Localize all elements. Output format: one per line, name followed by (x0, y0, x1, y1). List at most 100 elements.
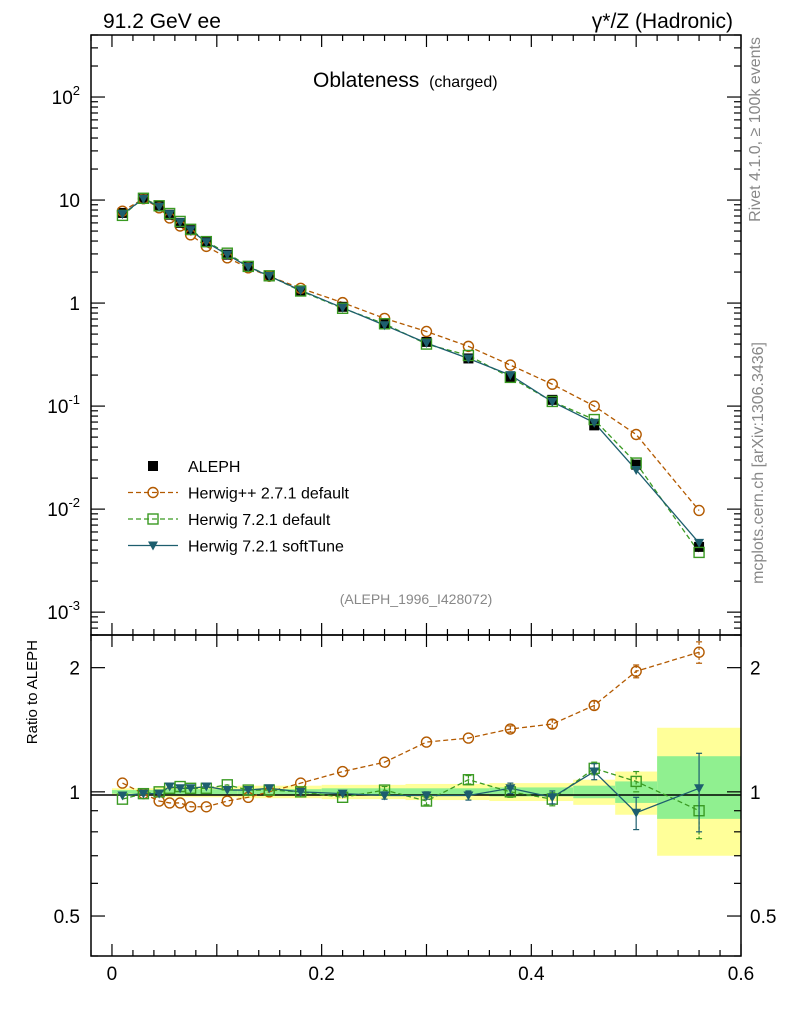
series-1-main-point-17 (588, 400, 600, 412)
ratio-band-green-3 (321, 788, 406, 796)
process-label: γ*/Z (Hadronic) (592, 10, 733, 33)
y-tick-base: 10 (47, 603, 68, 624)
ratio-series-markers (116, 641, 705, 840)
y-tick-base: 10 (47, 500, 68, 521)
series-1-main-point-14 (462, 340, 475, 353)
series-2-ratio-point-18 (630, 775, 642, 788)
x-tick-label-1: 0.2 (308, 964, 334, 985)
series-3-main-point-2 (154, 202, 165, 212)
plot-title-main: Oblateness (313, 69, 419, 92)
series-1-ratio-line (122, 651, 700, 808)
y-tick-exponent: -1 (68, 392, 80, 407)
y-tick-label-main-0: 10-3 (47, 598, 80, 624)
ratio-band-green-4 (405, 788, 490, 796)
y-tick-label-ratio-left-0: 0.5 (54, 907, 80, 928)
series-3-main-point-15 (505, 371, 516, 381)
series-3-ratio-point-16 (547, 793, 558, 803)
ratio-plot-frame (90, 634, 742, 957)
series-3-ratio-point-3 (164, 782, 175, 792)
y-tick-label-ratio-left-1: 1 (69, 783, 80, 804)
energy-label: 91.2 GeV ee (103, 10, 221, 33)
legend-marker-0 (148, 461, 158, 471)
legend-label-2: Herwig 7.2.1 default (188, 512, 331, 529)
legend-label-0: ALEPH (188, 459, 240, 476)
ratio-band-green-6 (573, 785, 616, 799)
series-3-main-point-16 (547, 397, 558, 407)
series-3-main-point-9 (264, 272, 275, 282)
series-3-main-point-6 (201, 238, 212, 248)
series-1-ratio-point-19 (693, 646, 705, 658)
series-1-ratio-point-7 (221, 795, 233, 807)
series-3-ratio-point-1 (138, 789, 149, 799)
series-3-ratio-point-19 (694, 784, 705, 794)
ratio-band-green-2 (237, 789, 322, 795)
series-1-ratio-point-5 (184, 801, 197, 813)
series-3-ratio-point-17 (589, 767, 600, 777)
series-3-ratio-point-8 (243, 786, 254, 796)
y-tick-label-ratio-right-1: 1 (750, 783, 761, 804)
y-tick-base: 10 (47, 397, 68, 418)
y-tick-label-ratio-right-2: 2 (750, 659, 761, 680)
series-3-main-point-10 (295, 286, 306, 296)
series-1-ratio-point-13 (420, 736, 433, 748)
series-3-ratio-point-2 (154, 789, 165, 799)
series-3-main-point-12 (379, 321, 390, 331)
legend-label-3: Herwig 7.2.1 softTune (188, 539, 344, 556)
series-1-ratio-point-18 (630, 665, 642, 677)
series-1-ratio-point-16 (546, 718, 558, 730)
series-2-main-point-10 (294, 285, 307, 297)
series-3-main-point-14 (463, 354, 474, 364)
series-1-ratio-point-4 (174, 797, 186, 809)
series-1-ratio-point-15 (504, 723, 517, 735)
y-tick-label-ratio-right-0: 0.5 (750, 907, 776, 928)
y-tick-exponent: -2 (68, 495, 80, 510)
ratio-band-green-0 (111, 790, 154, 794)
y-tick-label-main-4: 10 (59, 191, 80, 212)
series-3-main-point-11 (337, 303, 348, 313)
mcplots-label: mcplots.cern.ch [arXiv:1306.3436] (750, 342, 767, 584)
y-tick-label-ratio-left-2: 2 (69, 659, 80, 680)
y-tick-exponent: 2 (73, 83, 80, 98)
plot-title-sub: (charged) (429, 74, 497, 91)
y-tick-label-main-3: 1 (69, 294, 80, 315)
rivet-version-label: Rivet 4.1.0, ≥ 100k events (747, 37, 764, 222)
series-1-main-point-18 (630, 428, 642, 441)
main-series-markers (116, 192, 705, 559)
series-1-main-point-15 (504, 359, 517, 371)
series-3-ratio-point-7 (222, 786, 233, 796)
legend-marker-1 (147, 486, 159, 499)
series-1-ratio-point-12 (378, 756, 391, 768)
series-3-main-point-18 (631, 465, 642, 475)
series-3-main-point-3 (164, 210, 175, 220)
series-1-ratio-point-17 (588, 699, 600, 712)
series-2-main-point-11 (336, 302, 349, 314)
series-3-main-point-8 (243, 262, 254, 272)
series-3-ratio-point-0 (117, 791, 128, 801)
ratio-band-green-5 (489, 787, 574, 797)
series-1-ratio-point-11 (336, 765, 349, 778)
legend-marker-2 (147, 513, 159, 525)
series-3-main-point-13 (421, 338, 432, 348)
series-1-main-point-16 (546, 378, 558, 390)
y-tick-label-main-5: 102 (52, 83, 80, 109)
series-1-main-point-13 (420, 325, 433, 338)
series-1-ratio-point-14 (462, 732, 475, 744)
axis-ticks (90, 34, 742, 957)
plot-title: Oblateness (charged) (313, 69, 498, 92)
series-3-ratio-point-4 (175, 784, 186, 794)
series-3-ratio-point-6 (201, 782, 212, 792)
y-tick-label-main-2: 10-1 (47, 392, 80, 418)
y-tick-base: 10 (52, 88, 73, 109)
series-3-ratio-point-14 (463, 791, 474, 801)
series-3-ratio-point-13 (421, 791, 432, 801)
legend: ALEPH Herwig++ 2.7.1 default Herwig 7.2.1 … (128, 459, 350, 556)
series-3-main-point-5 (185, 226, 196, 236)
series-3-main-point-17 (589, 418, 600, 428)
series-3-ratio-point-5 (185, 784, 196, 794)
series-3-ratio-point-15 (505, 784, 516, 794)
series-3-main-point-19 (694, 538, 705, 548)
series-0-main-point-18 (631, 459, 642, 470)
series-3-main-point-4 (175, 218, 186, 228)
